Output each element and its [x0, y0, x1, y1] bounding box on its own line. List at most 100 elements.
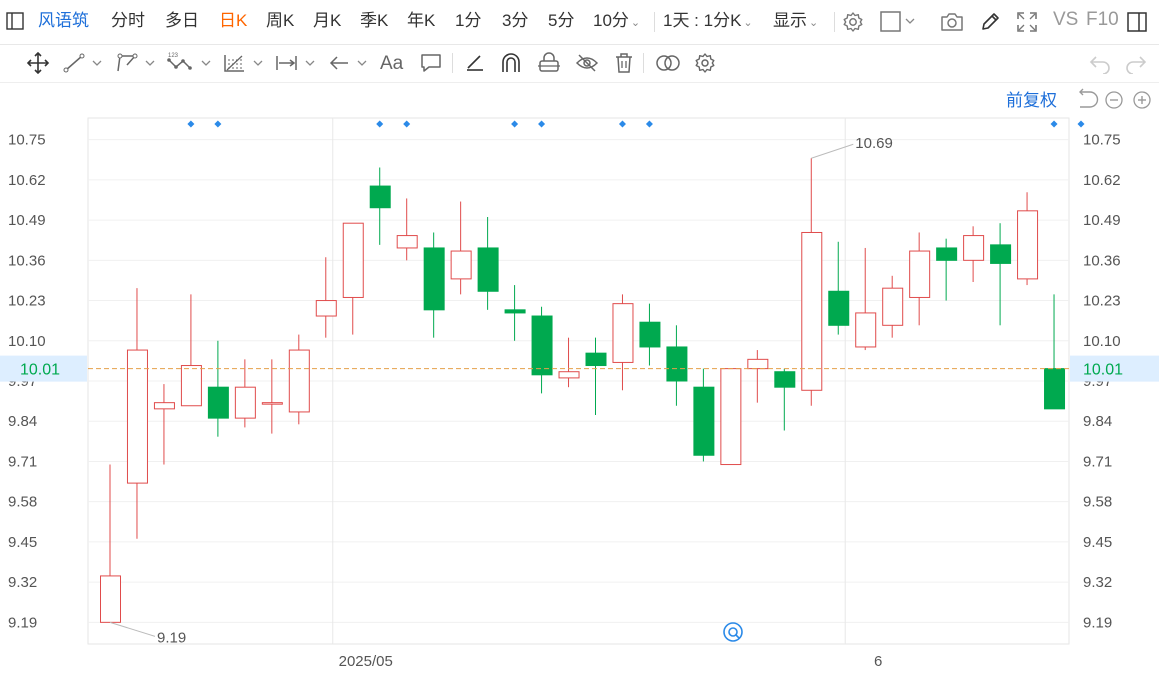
arrow-tool-icon[interactable] — [328, 52, 370, 74]
zoom-out-icon[interactable] — [1105, 91, 1123, 109]
candle-body-up — [882, 287, 904, 326]
candle-body-up — [558, 371, 580, 379]
candle — [396, 198, 418, 261]
candle — [477, 217, 499, 310]
candle — [693, 368, 715, 462]
candle-body-up — [1017, 210, 1039, 280]
candle — [747, 350, 769, 403]
pattern-tool-icon[interactable]: 123 — [166, 52, 214, 74]
candle — [612, 294, 634, 391]
tab-period-quarterly[interactable]: 季K — [360, 11, 389, 30]
candle-body-up — [801, 231, 823, 391]
y-tick-label: 9.58 — [1083, 494, 1112, 511]
y-tick-label: 9.71 — [1083, 453, 1112, 470]
candle-body-down — [990, 244, 1012, 264]
eye-off-tool-icon[interactable] — [575, 52, 599, 74]
candle-body-up — [963, 235, 985, 261]
y-tick-label: 10.62 — [1083, 172, 1121, 189]
y-tick-label: 10.75 — [8, 132, 46, 149]
y-tick-label: 9.45 — [1083, 534, 1112, 551]
line-tool-icon[interactable] — [63, 52, 105, 74]
candle-body-up — [126, 349, 148, 484]
event-marker-icon — [511, 120, 519, 128]
comment-tool-icon[interactable] — [420, 52, 442, 74]
tab-period-fenshi[interactable]: 分时 — [111, 11, 145, 30]
tab-period-multiday[interactable]: 多日 — [165, 11, 199, 30]
candle — [261, 359, 283, 434]
sidebar-toggle-icon[interactable] — [6, 12, 24, 35]
range-select-dropdown[interactable]: 1天 : 1分K ⌄ — [663, 10, 753, 34]
measure-tool-icon[interactable] — [274, 52, 318, 74]
panel-toggle-icon[interactable] — [1127, 12, 1147, 37]
fullscreen-icon[interactable] — [1016, 11, 1038, 38]
stock-name[interactable]: 风语筑 — [38, 11, 89, 30]
period-toolbar: 风语筑 分时 多日 日K 周K 月K 季K 年K 1分 3分 5分 10分 ⌄ 1… — [0, 0, 1159, 45]
candle — [666, 325, 688, 406]
candle-body-down — [369, 185, 391, 209]
candles — [100, 158, 1066, 623]
event-marker-icon — [1050, 120, 1058, 128]
chevron-down-icon: ⌄ — [743, 17, 753, 29]
magnet-tool-icon[interactable] — [500, 52, 522, 74]
lock-tool-icon[interactable] — [537, 52, 561, 74]
display-menu-dropdown[interactable]: 显示 ⌄ — [773, 10, 818, 34]
text-tool-icon[interactable]: Aa — [380, 53, 404, 74]
tab-period-daily[interactable]: 日K — [219, 11, 248, 30]
candle-body-up — [450, 250, 472, 280]
y-tick-label: 9.32 — [1083, 574, 1112, 591]
candle — [153, 384, 175, 465]
settings-gear-icon[interactable] — [842, 11, 864, 38]
pen-tool-icon[interactable] — [464, 52, 486, 74]
toolbar-divider — [643, 53, 644, 73]
candle — [1017, 192, 1039, 286]
min-leader-line — [109, 621, 156, 637]
indicator-settings-icon[interactable] — [694, 52, 716, 74]
tab-period-1min[interactable]: 1分 — [455, 11, 482, 30]
search-target-icon[interactable] — [723, 622, 743, 642]
zoom-in-icon[interactable] — [1133, 91, 1151, 109]
y-tick-label: 9.84 — [8, 413, 37, 430]
compare-vs-button[interactable]: VS — [1053, 9, 1079, 30]
candle-body-up — [180, 365, 202, 407]
redo-icon[interactable] — [1124, 52, 1148, 74]
overlay-tool-icon[interactable] — [655, 52, 681, 74]
candle — [180, 294, 202, 407]
event-markers — [187, 120, 1085, 128]
tab-period-weekly[interactable]: 周K — [266, 11, 295, 30]
event-marker-icon — [645, 120, 653, 128]
y-tick-label: 10.62 — [8, 172, 46, 189]
tab-period-3min[interactable]: 3分 — [502, 11, 529, 30]
current-price-label-left: 10.01 — [20, 362, 60, 379]
event-marker-icon — [376, 120, 384, 128]
candle-body-down — [207, 386, 229, 419]
candle — [342, 222, 364, 335]
tab-period-10min-dropdown[interactable]: 10分 ⌄ — [593, 10, 640, 34]
tab-period-5min[interactable]: 5分 — [548, 11, 575, 30]
tab-period-monthly[interactable]: 月K — [313, 11, 342, 30]
polyline-tool-icon[interactable] — [114, 52, 158, 74]
candle-body-up — [288, 349, 310, 413]
pencil-icon[interactable] — [979, 11, 1001, 38]
candle — [720, 368, 742, 466]
tab-period-yearly[interactable]: 年K — [407, 11, 436, 30]
f10-button[interactable]: F10 — [1086, 9, 1119, 30]
drawing-toolbar: 123 Aa — [0, 44, 1159, 83]
candle-body-down — [639, 321, 661, 348]
undo-icon[interactable] — [1088, 52, 1112, 74]
delete-tool-icon[interactable] — [613, 52, 635, 74]
move-tool-icon[interactable] — [26, 52, 50, 74]
camera-icon[interactable] — [940, 11, 964, 38]
fib-tool-icon[interactable] — [222, 52, 266, 74]
range-select-label: 1天 : 1分K — [663, 11, 742, 30]
kline-chart[interactable]: 前复权 10.7510.6210.4910.3610.2310.109.979.… — [0, 82, 1159, 685]
y-tick-label: 9.58 — [8, 494, 37, 511]
candle — [801, 158, 823, 406]
candle-body-down — [828, 290, 850, 326]
candle — [882, 275, 904, 338]
candle — [288, 334, 310, 425]
reset-zoom-icon[interactable] — [1079, 88, 1099, 108]
layout-square-dropdown-icon[interactable] — [880, 11, 916, 38]
adjust-mode-button[interactable]: 前复权 — [1006, 91, 1057, 110]
y-tick-label: 10.23 — [8, 293, 46, 310]
candle-body-down — [936, 247, 958, 261]
